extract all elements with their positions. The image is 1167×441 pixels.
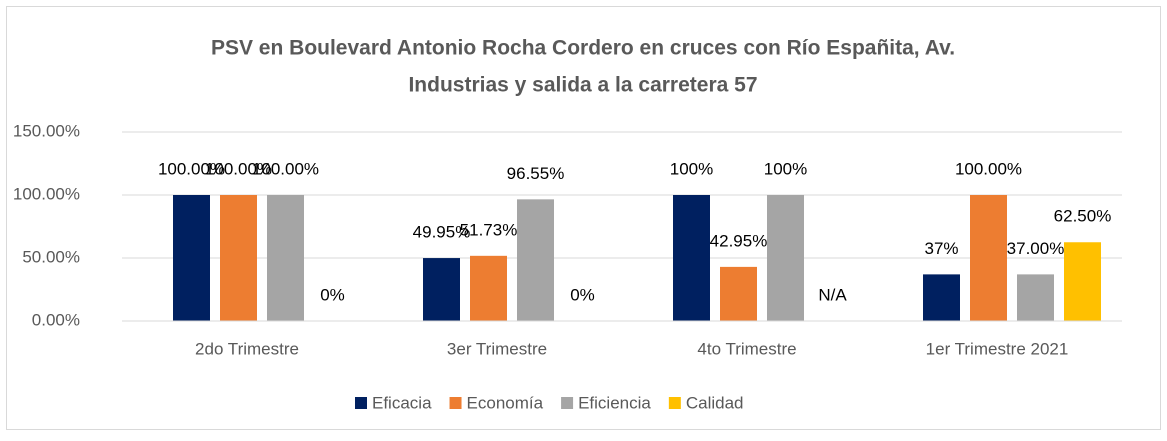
data-label: 96.55% [507,164,565,183]
x-tick-label: 3er Trimestre [447,339,547,358]
data-label: 100% [764,159,807,178]
legend-swatch [561,397,574,409]
y-tick-label: 50.00% [22,247,80,266]
data-label: 62.50% [1054,207,1112,226]
bar [220,195,257,321]
y-tick-label: 0.00% [32,310,80,329]
data-label: N/A [818,285,847,304]
x-tick-label: 1er Trimestre 2021 [926,339,1069,358]
data-label: 100.00% [158,159,225,178]
data-label: 37.00% [1007,239,1065,258]
chart-title: Industrias y salida a la carretera 57 [408,74,757,97]
legend-swatch [449,397,462,409]
data-label: 0% [570,285,595,304]
bar [1064,242,1101,321]
bar [423,258,460,321]
bar [517,199,554,321]
legend-label: Calidad [686,393,744,412]
data-label: 100% [670,159,713,178]
legend-label: Economía [467,393,544,412]
data-label: 100.00% [205,159,272,178]
legend-label: Eficiencia [578,393,651,412]
legend-swatch [668,397,681,409]
chart-title: PSV en Boulevard Antonio Rocha Cordero e… [211,37,955,60]
data-label: 51.73% [460,220,518,239]
data-label: 49.95% [413,223,471,242]
bar [923,274,960,321]
data-label: 100.00% [252,159,319,178]
y-tick-label: 150.00% [13,121,80,140]
data-label: 100.00% [955,159,1022,178]
bar [267,195,304,321]
data-label: 37% [924,239,958,258]
legend-swatch [355,397,367,409]
data-label: 0% [320,285,345,304]
bar [1017,274,1054,321]
x-tick-label: 2do Trimestre [195,339,299,358]
bar [470,255,507,321]
bar [173,195,210,321]
legend-label: Eficacia [372,393,432,412]
bar [767,195,804,321]
bar [720,266,757,321]
x-tick-label: 4to Trimestre [697,339,796,358]
bar [970,195,1007,321]
bar [673,195,710,321]
y-tick-label: 100.00% [13,184,80,203]
data-label: 42.95% [710,231,768,250]
